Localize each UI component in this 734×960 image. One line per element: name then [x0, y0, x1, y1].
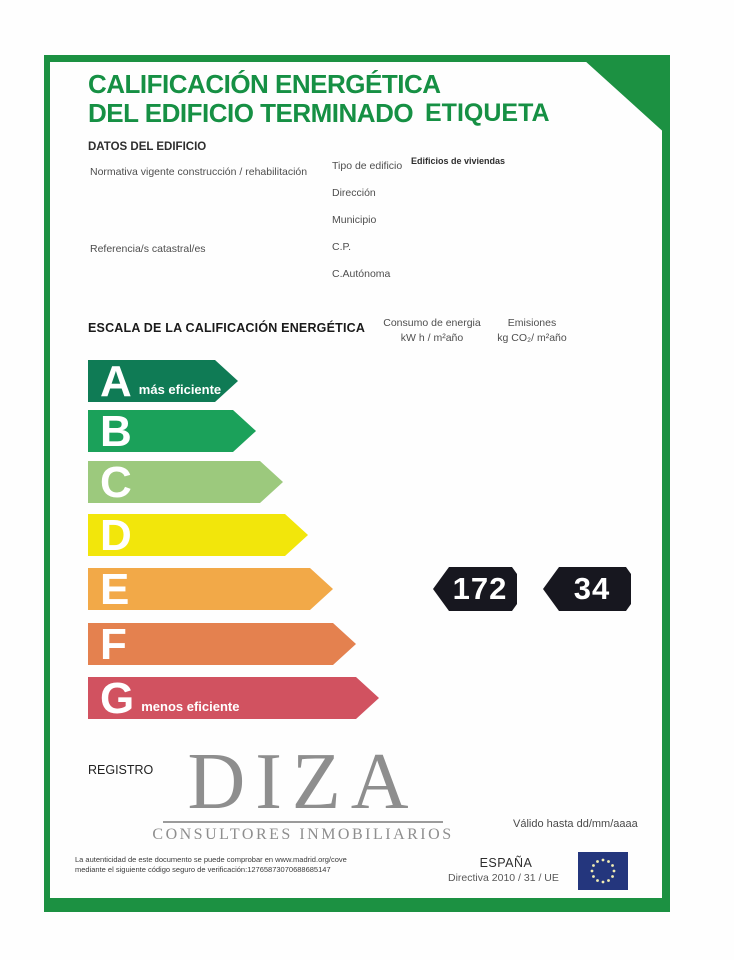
fine-print-line2: mediante el siguiente código seguro de v… [75, 865, 331, 874]
rating-letter: G [100, 674, 135, 723]
registro-label: REGISTRO [88, 763, 154, 777]
tipo-edificio-label: Tipo de edificio [332, 160, 403, 172]
normativa-label: Normativa vigente construcción / rehabil… [90, 166, 308, 178]
frame-left-bar [44, 55, 50, 912]
emisiones-column-header: Emisiones kg CO₂/ m²año [486, 316, 578, 346]
emisiones-header-line2: kg CO₂/ m²año [497, 332, 567, 344]
diza-logo: DIZA [187, 738, 419, 826]
referencia-label: Referencia/s catastral/es [90, 243, 206, 255]
page-title-line2: DEL EDIFICIO TERMINADO [88, 98, 414, 128]
autonoma-label: C.Autónoma [332, 268, 391, 280]
page-title-line1: CALIFICACIÓN ENERGÉTICA [88, 69, 441, 99]
verification-fine-print: La autenticidad de este documento se pue… [75, 855, 347, 875]
rating-arrow-e: E [88, 568, 333, 610]
consumo-value-tag: 172 [433, 567, 517, 611]
etiqueta-label: ETIQUETA [425, 99, 550, 127]
rating-arrow-c: C [88, 461, 283, 503]
page-title: CALIFICACIÓN ENERGÉTICA DEL EDIFICIO TER… [88, 70, 441, 128]
tipo-edificio-value: Edificios de viviendas [411, 156, 506, 166]
eu-flag-icon [578, 852, 628, 890]
emisiones-header-line1: Emisiones [507, 317, 557, 329]
consumo-header-line1: Consumo de energia [383, 317, 481, 329]
rating-arrow-f: F [88, 623, 356, 665]
diza-logo-rule [163, 821, 443, 823]
municipio-label: Municipio [332, 214, 377, 226]
rating-letter: D [100, 511, 132, 560]
espana-label: ESPAÑA [479, 856, 533, 870]
rating-letter: F [100, 620, 127, 669]
rating-note: menos eficiente [141, 699, 240, 714]
rating-arrow-g: G menos eficiente [88, 677, 379, 719]
emisiones-value-tag: 34 [543, 567, 631, 611]
building-data-section-title: DATOS DEL EDIFICIO [88, 141, 207, 153]
diza-logo-subtitle: CONSULTORES INMOBILIARIOS [152, 826, 454, 843]
rating-arrow-a: A más eficiente [88, 360, 238, 402]
rating-arrow-d: D [88, 514, 308, 556]
direccion-label: Dirección [332, 187, 376, 199]
rating-letter: A [100, 357, 132, 406]
rating-letter: E [100, 565, 130, 614]
rating-letter: B [100, 407, 132, 456]
frame-right-bar [662, 55, 670, 912]
consumo-column-header: Consumo de energia kW h / m²año [378, 316, 486, 346]
rating-note: más eficiente [138, 382, 222, 397]
rating-letter: C [100, 458, 132, 507]
consumo-header-line2: kW h / m²año [400, 332, 464, 344]
frame-bottom-bar [44, 898, 670, 912]
frame-corner-triangle [584, 60, 668, 136]
frame-top-bar [44, 55, 668, 62]
directiva-label: Directiva 2010 / 31 / UE [448, 872, 559, 884]
rating-arrow-b: B [88, 410, 256, 452]
fine-print-line1: La autenticidad de este documento se pue… [75, 855, 347, 864]
cp-label: C.P. [332, 241, 352, 253]
scale-section-title: ESCALA DE LA CALIFICACIÓN ENERGÉTICA [88, 321, 366, 335]
valid-until-label: Válido hasta dd/mm/aaaa [513, 818, 638, 830]
